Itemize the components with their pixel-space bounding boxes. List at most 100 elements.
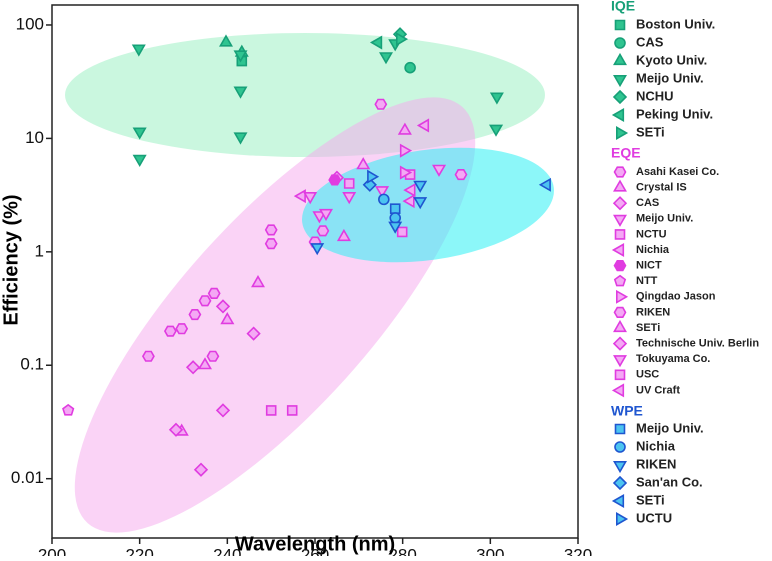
data-point [220,311,235,325]
legend-marker [613,166,627,178]
x-tick-label: 280 [388,545,416,556]
data-point [215,299,231,314]
y-axis-label: Efficiency (%) [0,194,22,325]
legend-label: Kyoto Univ. [636,52,707,67]
data-point [264,224,278,236]
legend-marker [614,19,626,31]
data-point [215,403,231,418]
data-point [342,192,357,205]
x-tick-label: 220 [125,545,153,556]
data-point [389,203,401,214]
legend-marker [612,196,628,211]
x-axis-label: Wavelength (nm) [235,533,395,555]
data-point [318,208,333,222]
data-point [399,143,413,158]
data-point [265,405,277,416]
legend-label: SETi [636,322,660,334]
data-point [395,32,409,47]
data-point [185,360,201,375]
legend-marker [612,336,628,351]
legend-label: CAS [636,197,659,209]
legend-label: Tokuyama Co. [636,353,710,365]
legend-marker [613,274,627,287]
y-tick-label: 100 [16,14,44,33]
data-point [316,225,330,237]
data-point [132,127,147,140]
legend-label: Crystal IS [636,182,687,194]
data-point [389,212,402,224]
data-point [206,350,220,362]
region-ellipses [65,33,554,533]
legend-marker [614,37,626,49]
data-point [188,308,202,321]
legend-label: UV Craft [636,384,680,396]
data-point [454,169,468,181]
data-point [336,228,351,242]
legend-marker [613,214,627,227]
legend-marker [615,512,629,526]
legend-group-title: WPE [611,403,643,419]
legend-marker [614,441,626,453]
data-point [286,405,298,416]
data-point [62,403,75,416]
data-point [264,238,278,250]
data-point [233,86,248,99]
legend-marker [612,89,628,105]
wpe-region [302,147,554,263]
legend-marker [613,319,627,333]
data-point [538,177,551,192]
data-point [193,462,209,477]
data-point [378,193,390,206]
legend-label: Meijo Univ. [636,420,704,435]
data-point [375,186,390,199]
legend-marker [612,475,628,491]
data-point [132,154,147,168]
legend-group-title: EQE [611,145,641,161]
legend-label: San'an Co. [636,474,703,489]
data-point [489,92,504,105]
legend-marker [611,108,625,122]
data-point [198,295,212,307]
legend-label: Nichia [636,438,676,453]
legend-marker [613,460,627,474]
legend-label: RIKEN [636,456,676,471]
data-point [404,61,416,74]
data-point [413,180,428,193]
data-point [369,35,383,50]
legend-marker [613,355,627,368]
data-point [293,189,306,204]
data-point [396,226,408,238]
data-point [303,192,318,205]
legend-label: CAS [636,34,664,49]
legend-label: SETi [636,492,665,507]
data-point [246,326,261,341]
data-point [367,169,380,184]
legend-marker [611,383,625,398]
data-point [310,243,325,256]
legend-label: NTT [636,275,658,287]
data-point [328,174,342,186]
data-point [168,422,184,437]
legend-group-title: IQE [611,0,635,14]
data-point [388,221,403,234]
data-point [362,177,377,192]
legend-marker [611,494,625,508]
data-point [374,98,388,110]
legend-marker [613,306,627,319]
legend-label: Nichia [636,244,670,256]
legend-marker [613,75,627,88]
data-point [416,118,430,133]
legend-label: USC [636,369,659,381]
data-point [432,164,447,177]
x-tick-label: 200 [38,545,66,556]
legend-label: NICT [636,260,662,272]
x-tick-label: 240 [213,545,241,556]
data-point [163,325,177,337]
data-point [399,165,413,180]
data-point [233,50,248,63]
legend-label: Meijo Univ. [636,213,693,225]
y-tick-label: 1 [35,241,44,260]
legend-marker [614,423,626,435]
legend-label: Technische Univ. Berlin [636,338,759,350]
